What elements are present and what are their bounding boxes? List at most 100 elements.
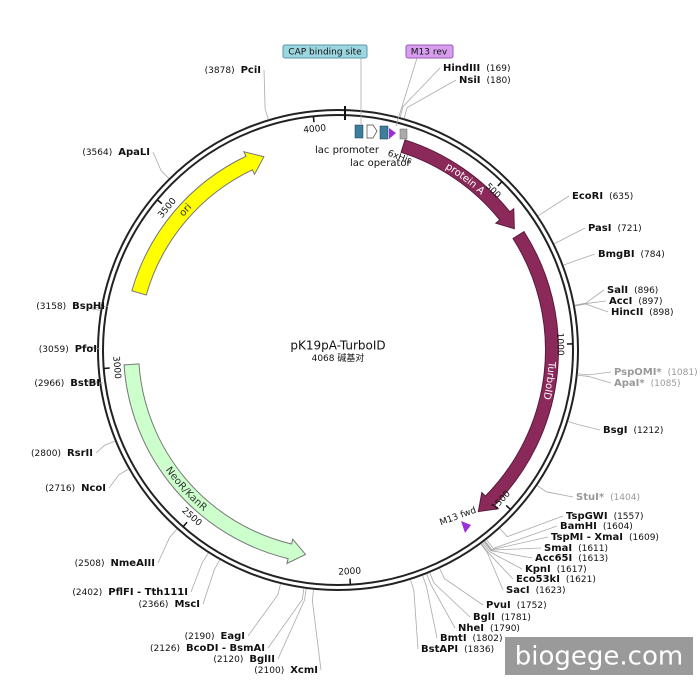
site-label: BglI (1781) bbox=[473, 612, 531, 623]
site-leader bbox=[88, 381, 104, 384]
site: BamHI (1604) bbox=[560, 521, 633, 532]
site-position: (1781) bbox=[501, 613, 531, 623]
site-leader bbox=[247, 583, 281, 637]
tick-mark bbox=[497, 181, 503, 187]
site-position: (1623) bbox=[536, 586, 566, 596]
site-label: (3564) ApaLI bbox=[82, 147, 150, 158]
site-name: HincII bbox=[611, 307, 643, 318]
site-leader bbox=[577, 371, 612, 376]
feature-arrow bbox=[123, 363, 307, 565]
site-label: Eco53kI (1621) bbox=[516, 574, 596, 585]
site-leader bbox=[429, 572, 471, 618]
site-position: (1752) bbox=[517, 601, 547, 611]
feature-arrow bbox=[131, 150, 265, 296]
site-leader bbox=[536, 485, 574, 498]
site-position: (2402) bbox=[72, 588, 102, 598]
site-leader bbox=[190, 552, 209, 593]
site-position: (635) bbox=[609, 192, 633, 202]
site-name: MscI bbox=[174, 599, 200, 610]
site-leader bbox=[481, 543, 514, 580]
feature-arrow bbox=[477, 230, 559, 513]
site-leader bbox=[108, 468, 129, 489]
site: (2800) RsrII bbox=[31, 448, 93, 459]
site-name: BamHI bbox=[560, 521, 597, 532]
site-name: BmgBI bbox=[598, 249, 635, 260]
site-position: (898) bbox=[649, 308, 673, 318]
tick-mark bbox=[505, 504, 512, 511]
site-name: BsgI bbox=[603, 425, 627, 436]
site-label: SacI (1623) bbox=[506, 585, 566, 596]
site-label: PspOMI* (1081) bbox=[614, 367, 698, 378]
site: PspOMI* (1081) bbox=[614, 367, 698, 378]
site-leader bbox=[410, 579, 419, 650]
feature-arrow bbox=[400, 139, 515, 230]
site: (3564) ApaLI bbox=[82, 147, 150, 158]
site-position: (3158) bbox=[36, 302, 66, 312]
site-name: PspOMI* bbox=[614, 367, 662, 378]
site-leader bbox=[422, 575, 438, 639]
site-label: AccI (897) bbox=[609, 296, 663, 307]
site-label: BsgI (1212) bbox=[603, 425, 663, 436]
site-name: SmaI bbox=[544, 543, 572, 554]
site-name: BspHI bbox=[72, 301, 105, 312]
site-position: (2126) bbox=[150, 644, 180, 654]
length-unit: 碱基对 bbox=[337, 352, 364, 364]
site-leader bbox=[486, 525, 558, 549]
tick-label: 3000 bbox=[110, 356, 122, 380]
feature-label-path: protein A bbox=[443, 161, 486, 197]
site: SacI (1623) bbox=[506, 585, 566, 596]
site-leader bbox=[95, 440, 116, 454]
site-label: (2366) MscI bbox=[139, 599, 201, 610]
site-label: PvuI (1752) bbox=[486, 600, 547, 611]
site: EcoRI (635) bbox=[572, 191, 633, 202]
site-leader bbox=[563, 253, 596, 266]
feature-label: protein A bbox=[443, 161, 486, 197]
site-position: (2966) bbox=[34, 379, 64, 389]
site-position: (2716) bbox=[45, 484, 75, 494]
tick-label: 4000 bbox=[303, 124, 327, 136]
site-name: ApaLI bbox=[118, 147, 150, 158]
site: StuI* (1404) bbox=[576, 492, 640, 503]
site-leader bbox=[152, 151, 170, 179]
site: (2366) MscI bbox=[139, 599, 201, 610]
lac-promoter-box bbox=[354, 124, 364, 139]
plasmid-size: 4068 碱基对 bbox=[312, 352, 365, 364]
site-name: NsiI bbox=[459, 75, 480, 86]
site-label: SmaI (1611) bbox=[544, 543, 608, 554]
site-name: PfoI bbox=[75, 344, 97, 355]
site-label: (2190) EagI bbox=[185, 631, 245, 642]
site-leader bbox=[277, 588, 307, 660]
site-label: StuI* (1404) bbox=[576, 492, 640, 503]
m13-fwd-arrow bbox=[461, 521, 471, 533]
tick-label: 2000 bbox=[338, 567, 362, 578]
cap-label-box bbox=[282, 44, 368, 59]
site-position: (3059) bbox=[39, 345, 69, 355]
site-leader bbox=[157, 528, 178, 564]
site-label: EcoRI (635) bbox=[572, 191, 633, 202]
site-position: (784) bbox=[641, 250, 665, 260]
watermark-box bbox=[505, 637, 693, 675]
site-name: RsrII bbox=[67, 448, 93, 459]
site-label: HindIII (169) bbox=[443, 63, 510, 74]
site-position: (897) bbox=[638, 297, 662, 307]
backbone-outer bbox=[97, 109, 579, 591]
site-leader bbox=[577, 374, 612, 384]
tick-mark bbox=[182, 521, 188, 528]
site-label: BmtI (1802) bbox=[440, 633, 502, 644]
tick-mark bbox=[156, 199, 163, 205]
site-leader bbox=[483, 541, 533, 559]
site-position: (2190) bbox=[185, 632, 215, 642]
site-leader bbox=[538, 195, 570, 217]
site-position: (896) bbox=[634, 286, 658, 296]
site: (2402) PflFI - Tth111I bbox=[72, 587, 188, 598]
site: BmtI (1802) bbox=[440, 633, 502, 644]
site: (2120) BglII bbox=[213, 654, 275, 665]
site-position: (1085) bbox=[651, 379, 681, 389]
site-label: (2402) PflFI - Tth111I bbox=[72, 587, 188, 598]
site-position: (169) bbox=[486, 64, 510, 74]
site-leader bbox=[499, 515, 564, 538]
site-name: BstBI bbox=[70, 378, 100, 389]
site: NsiI (180) bbox=[459, 75, 511, 86]
site-leader bbox=[484, 536, 549, 551]
